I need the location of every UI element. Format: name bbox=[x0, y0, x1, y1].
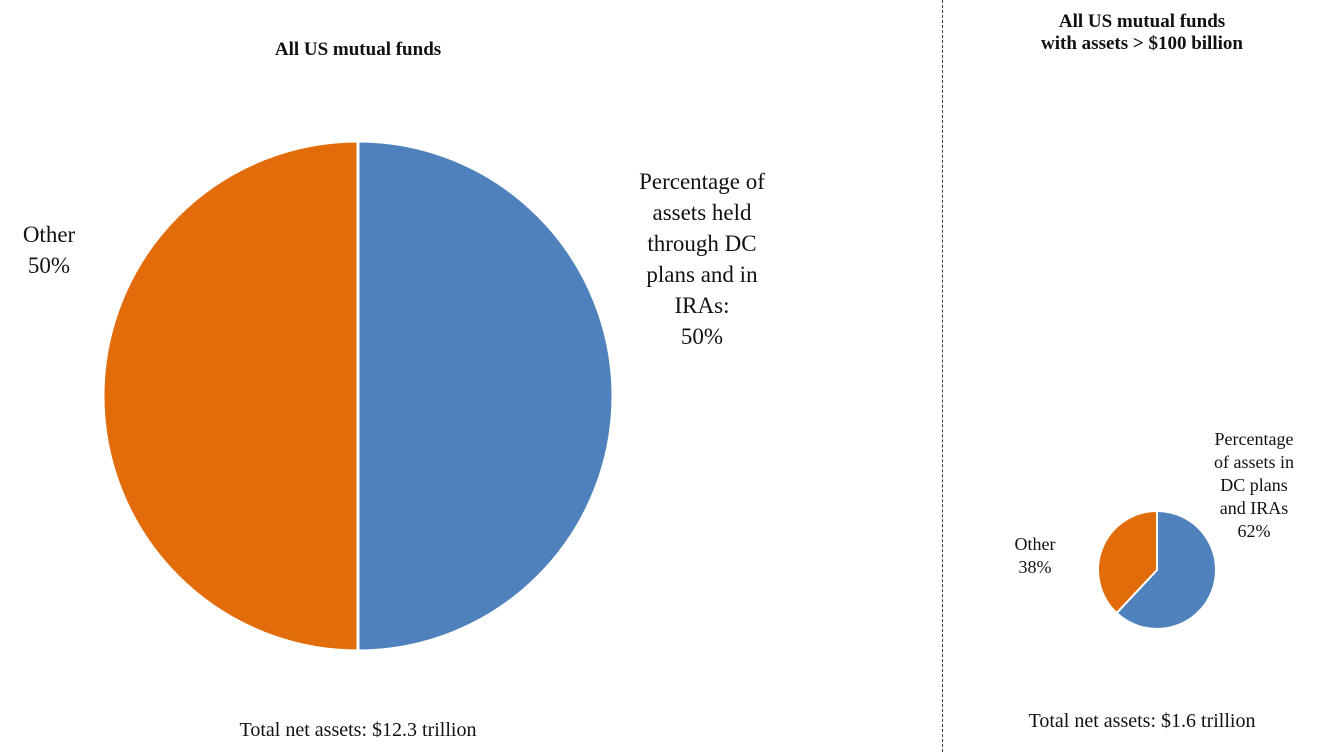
pie-slice-other bbox=[101, 139, 360, 653]
pie-slice-other bbox=[1097, 510, 1158, 615]
pie-slice-percentage-of-assets-in-dc-plans-and-iras bbox=[1115, 510, 1217, 630]
slice-label-line: IRAs: bbox=[674, 293, 730, 318]
chart-title-text: All US mutual funds bbox=[274, 39, 442, 60]
slice-label-other: Other 38% bbox=[995, 533, 1075, 579]
slice-label-line: assets held bbox=[652, 200, 752, 225]
slice-label-line: Other bbox=[1014, 534, 1056, 554]
slice-label-percent: 38% bbox=[1018, 557, 1052, 577]
pie-chart-all-funds bbox=[101, 139, 615, 653]
pie-chart-large-funds bbox=[1097, 510, 1217, 630]
slice-label-line: Percentage of bbox=[639, 169, 765, 194]
slice-label-line: DC plans bbox=[1220, 475, 1288, 495]
pie-slice-percentage-of-assets-held-through-dc-plans-and-in-iras bbox=[356, 139, 615, 653]
slice-label-line: Percentage bbox=[1214, 429, 1294, 449]
chart-title: All US mutual funds bbox=[158, 39, 558, 61]
slice-label-line: of assets in bbox=[1214, 452, 1294, 472]
slice-label-dc-ira: Percentage of assets held through DC pla… bbox=[607, 166, 797, 352]
chart-panel-large-funds: All US mutual funds with assets > $100 b… bbox=[945, 0, 1329, 752]
slice-label-line: and IRAs bbox=[1219, 498, 1289, 518]
slice-label-line: plans and in bbox=[646, 262, 758, 287]
slice-label-line: through DC bbox=[647, 231, 757, 256]
chart-panel-all-funds: All US mutual funds Percentage of assets… bbox=[0, 39, 797, 741]
chart-title-line: All US mutual funds bbox=[1058, 11, 1226, 32]
slice-label-dc-ira: Percentage of assets in DC plans and IRA… bbox=[1181, 428, 1327, 543]
total-net-assets: Total net assets: $1.6 trillion bbox=[1028, 710, 1256, 732]
total-net-assets: Total net assets: $12.3 trillion bbox=[239, 719, 477, 741]
chart-title: All US mutual funds with assets > $100 b… bbox=[955, 11, 1329, 55]
slice-label-percent: 62% bbox=[1237, 521, 1271, 541]
slice-label-percent: 50% bbox=[680, 324, 724, 349]
slice-label-other: Other 50% bbox=[0, 219, 98, 281]
slice-label-line: Other bbox=[22, 222, 76, 247]
chart-title-line: with assets > $100 billion bbox=[1041, 33, 1243, 54]
slice-label-percent: 50% bbox=[27, 253, 71, 278]
panel-divider bbox=[942, 0, 943, 752]
